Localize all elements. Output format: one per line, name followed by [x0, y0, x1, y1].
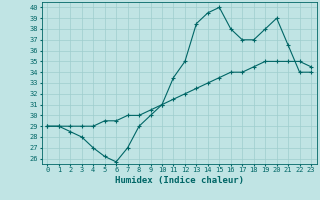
X-axis label: Humidex (Indice chaleur): Humidex (Indice chaleur): [115, 176, 244, 185]
